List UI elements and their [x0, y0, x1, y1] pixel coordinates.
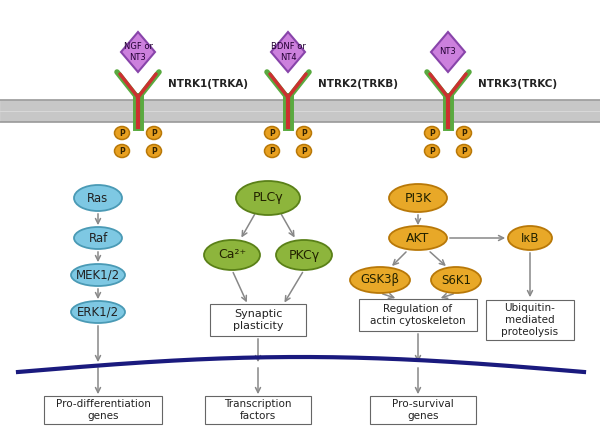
Text: Pro-differentiation
genes: Pro-differentiation genes — [56, 399, 151, 421]
Text: P: P — [429, 146, 435, 156]
Text: Ras: Ras — [88, 191, 109, 204]
FancyBboxPatch shape — [205, 396, 311, 424]
Text: P: P — [269, 128, 275, 137]
Ellipse shape — [236, 181, 300, 215]
Text: NTRK2(TRKB): NTRK2(TRKB) — [318, 79, 398, 89]
Text: NTRK1(TRKA): NTRK1(TRKA) — [168, 79, 248, 89]
Text: P: P — [301, 146, 307, 156]
Ellipse shape — [204, 240, 260, 270]
Text: PI3K: PI3K — [404, 191, 431, 204]
Text: Synaptic
plasticity: Synaptic plasticity — [233, 309, 283, 331]
Ellipse shape — [265, 127, 280, 140]
Ellipse shape — [71, 264, 125, 286]
Text: P: P — [269, 146, 275, 156]
Text: Raf: Raf — [88, 232, 107, 245]
Polygon shape — [431, 32, 465, 72]
Text: S6K1: S6K1 — [441, 273, 471, 286]
Bar — [0, 100, 600, 122]
Text: P: P — [461, 128, 467, 137]
Text: Pro-survival
genes: Pro-survival genes — [392, 399, 454, 421]
Text: P: P — [119, 146, 125, 156]
Ellipse shape — [425, 127, 439, 140]
Text: Regulation of
actin cytoskeleton: Regulation of actin cytoskeleton — [370, 304, 466, 326]
Ellipse shape — [74, 185, 122, 211]
Text: P: P — [461, 146, 467, 156]
Text: P: P — [301, 128, 307, 137]
FancyBboxPatch shape — [370, 396, 476, 424]
Text: MEK1/2: MEK1/2 — [76, 269, 120, 282]
Ellipse shape — [296, 127, 311, 140]
Text: NTRK3(TRKC): NTRK3(TRKC) — [478, 79, 557, 89]
Text: BDNF or
NT4: BDNF or NT4 — [271, 42, 305, 62]
Text: AKT: AKT — [406, 232, 430, 245]
Ellipse shape — [276, 240, 332, 270]
Text: NGF or
NT3: NGF or NT3 — [124, 42, 152, 62]
Polygon shape — [121, 32, 155, 72]
Ellipse shape — [296, 144, 311, 158]
FancyBboxPatch shape — [210, 304, 306, 336]
Text: GSK3β: GSK3β — [361, 273, 400, 286]
Ellipse shape — [146, 144, 161, 158]
Ellipse shape — [115, 144, 130, 158]
Ellipse shape — [350, 267, 410, 293]
Ellipse shape — [457, 144, 472, 158]
Ellipse shape — [425, 144, 439, 158]
Ellipse shape — [457, 127, 472, 140]
Text: P: P — [151, 128, 157, 137]
Ellipse shape — [431, 267, 481, 293]
Text: Transcription
factors: Transcription factors — [224, 399, 292, 421]
Text: Ca²⁺: Ca²⁺ — [218, 248, 246, 261]
Ellipse shape — [389, 226, 447, 250]
Ellipse shape — [389, 184, 447, 212]
Ellipse shape — [71, 301, 125, 323]
FancyBboxPatch shape — [486, 300, 574, 340]
Text: NT3: NT3 — [440, 48, 457, 57]
Ellipse shape — [74, 227, 122, 249]
Text: Ubiquitin-
mediated
proteolysis: Ubiquitin- mediated proteolysis — [502, 303, 559, 337]
Polygon shape — [271, 32, 305, 72]
Text: P: P — [151, 146, 157, 156]
FancyBboxPatch shape — [44, 396, 162, 424]
Text: ERK1/2: ERK1/2 — [77, 305, 119, 318]
Ellipse shape — [265, 144, 280, 158]
Text: P: P — [429, 128, 435, 137]
Ellipse shape — [115, 127, 130, 140]
Text: PKCγ: PKCγ — [289, 248, 320, 261]
Text: PLCγ: PLCγ — [253, 191, 283, 204]
Text: IκB: IκB — [521, 232, 539, 245]
FancyBboxPatch shape — [359, 299, 477, 331]
Text: P: P — [119, 128, 125, 137]
Ellipse shape — [146, 127, 161, 140]
Ellipse shape — [508, 226, 552, 250]
